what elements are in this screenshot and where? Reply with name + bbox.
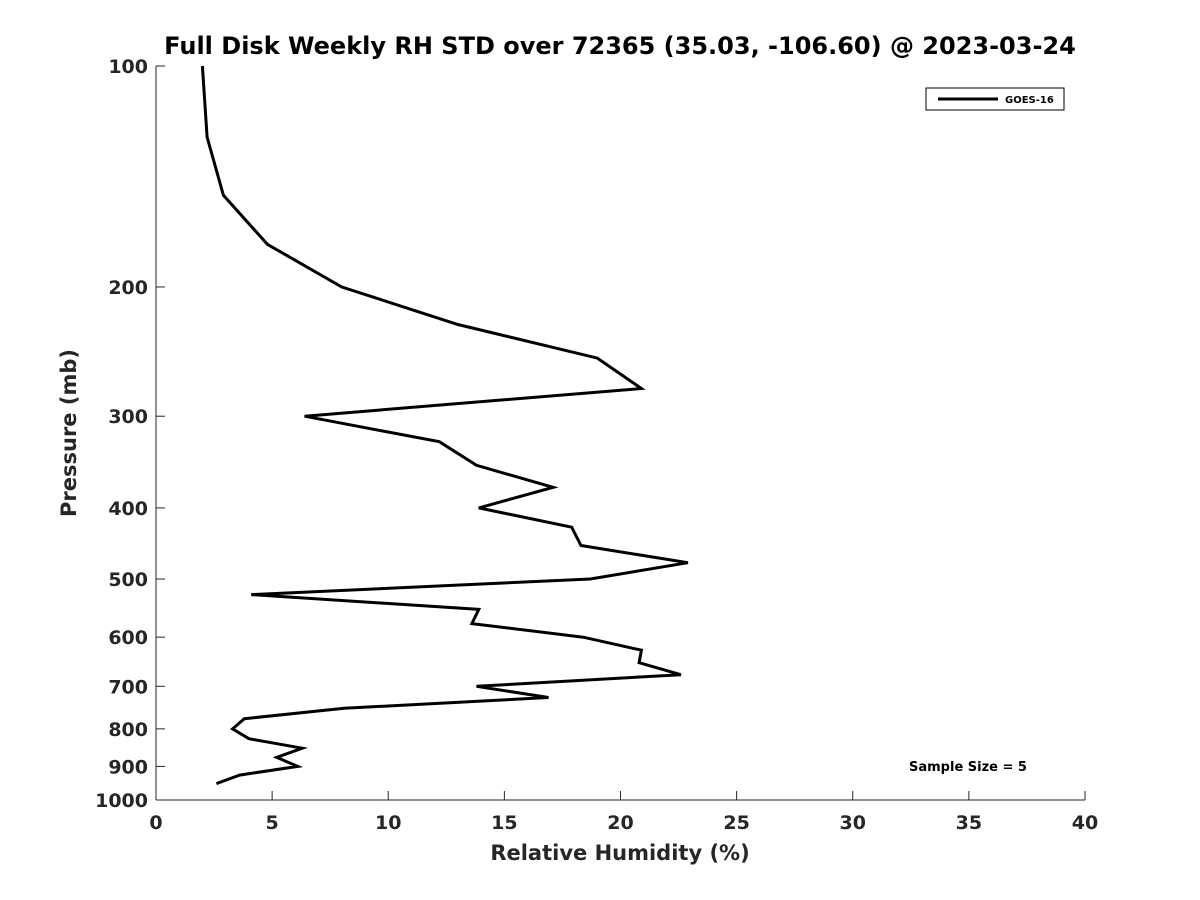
x-tick-label: 25	[723, 812, 749, 834]
x-tick-label: 10	[375, 812, 401, 834]
y-tick-label: 900	[108, 756, 148, 778]
y-tick-label: 100	[108, 56, 148, 78]
y-tick-label: 700	[108, 676, 148, 698]
y-axis-label: Pressure (mb)	[57, 349, 81, 517]
y-tick-label: 300	[108, 406, 148, 428]
x-tick-label: 20	[607, 812, 633, 834]
y-tick-label: 500	[108, 569, 148, 591]
plot-area	[156, 66, 1085, 800]
x-tick-label: 40	[1072, 812, 1098, 834]
x-tick-label: 35	[956, 812, 982, 834]
y-ticks: 100 200 300 400 500 600 700 800 900 1000	[95, 56, 165, 812]
y-tick-label: 800	[108, 719, 148, 741]
series-line-goes16	[200, 65, 689, 786]
legend-label-goes16: GOES-16	[1005, 95, 1054, 106]
x-tick-label: 15	[491, 812, 517, 834]
legend: GOES-16	[925, 87, 1065, 111]
x-tick-label: 5	[266, 812, 279, 834]
sample-size-annotation: Sample Size = 5	[909, 760, 1027, 775]
x-axis-label: Relative Humidity (%)	[490, 841, 749, 865]
y-tick-label: 1000	[95, 790, 148, 812]
x-tick-label: 30	[840, 812, 866, 834]
x-ticks: 0 5 10 15 20 25 30 35 40	[149, 791, 1098, 834]
chart-title: Full Disk Weekly RH STD over 72365 (35.0…	[164, 32, 1076, 60]
y-tick-label: 200	[108, 277, 148, 299]
y-tick-label: 600	[108, 627, 148, 649]
x-tick-label: 0	[149, 812, 162, 834]
y-tick-label: 400	[108, 498, 148, 520]
